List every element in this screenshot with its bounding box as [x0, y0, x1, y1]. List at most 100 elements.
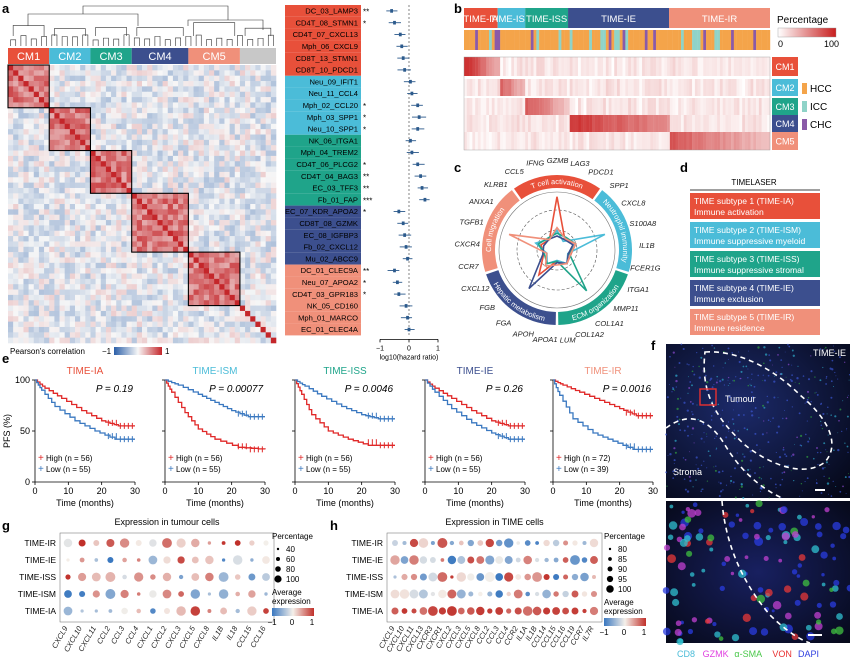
percentage-cell: [558, 98, 562, 115]
micrograph-speck: [695, 479, 697, 481]
heatmap-cell: [178, 278, 184, 285]
micrograph-speck: [718, 481, 720, 483]
heatmap-cell: [13, 166, 19, 173]
micrograph-speck: [669, 384, 671, 386]
percentage-cell: [505, 57, 509, 76]
heatmap-cell: [198, 187, 205, 194]
heatmap-cell: [38, 171, 45, 178]
heatmap-cell: [157, 91, 163, 98]
heatmap-cell: [75, 81, 81, 87]
heatmap-cell: [121, 145, 127, 151]
heatmap-cell: [59, 102, 65, 109]
micrograph-speck: [691, 370, 694, 373]
km-high-marker: +: [556, 453, 562, 464]
heatmap-cell: [116, 75, 122, 82]
heatmap-cell: [167, 209, 174, 215]
dotplot-dot: [393, 575, 397, 579]
heatmap-cell: [152, 225, 158, 232]
heatmap-cell: [270, 155, 277, 162]
dotplot-dot: [476, 606, 485, 616]
dotplot-dot: [563, 540, 569, 546]
heatmap-cell: [116, 198, 122, 205]
heatmap-cell: [203, 177, 210, 183]
heatmap-cell: [255, 86, 261, 93]
heatmap-cell: [219, 262, 225, 269]
heatmap-cell: [59, 305, 65, 312]
heatmap-cell: [193, 305, 199, 312]
micrograph-speck: [768, 497, 770, 499]
heatmap-cell: [59, 70, 65, 76]
heatmap-cell: [234, 198, 241, 205]
heatmap-cell: [142, 86, 148, 93]
km-xtick-label: 10: [63, 486, 73, 496]
heatmap-cell: [54, 262, 60, 269]
dotplot-dot: [264, 592, 268, 596]
dotplot-dot: [534, 591, 540, 597]
heatmap-cell: [178, 214, 184, 221]
heatmap-cell: [152, 246, 158, 253]
dotplot-dot: [467, 539, 474, 547]
heatmap-cell: [234, 236, 241, 242]
micrograph-speck: [820, 402, 823, 405]
heatmap-cell: [209, 262, 215, 269]
heatmap-cell: [260, 166, 266, 173]
cancer-type-cell: [728, 30, 732, 50]
percentage-cell: [580, 57, 584, 76]
heatmap-cell: [33, 284, 40, 290]
micrograph-cell: [744, 555, 749, 560]
heatmap-cell: [183, 139, 189, 146]
heatmap-cell: [13, 65, 19, 71]
percentage-cell: [533, 98, 537, 115]
micrograph-speck: [816, 393, 819, 396]
heatmap-cell: [136, 171, 143, 178]
heatmap-cell: [147, 150, 153, 157]
heatmap-cell: [167, 161, 174, 167]
heatmap-cell: [234, 134, 241, 141]
heatmap-cell: [69, 91, 76, 98]
heatmap-cell: [239, 65, 246, 71]
micrograph-speck: [718, 470, 721, 474]
cancer-type-cell: [747, 30, 751, 50]
heatmap-cell: [116, 187, 122, 194]
cancer-type-swatch: [802, 83, 807, 94]
heatmap-cell: [255, 161, 261, 167]
percentage-cell: [561, 98, 565, 115]
heatmap-cell: [75, 326, 81, 333]
heatmap-cell: [131, 139, 138, 146]
heatmap-cell: [28, 278, 35, 285]
micrograph-speck: [693, 373, 696, 376]
micrograph-speck: [802, 375, 805, 377]
percentage-cell: [475, 115, 479, 132]
heatmap-cell: [250, 118, 256, 125]
heatmap-cell: [250, 161, 256, 167]
heatmap-cell: [105, 305, 112, 312]
heatmap-cell: [111, 214, 117, 221]
heatmap-cell: [116, 113, 122, 119]
percentage-cell: [689, 98, 693, 115]
heatmap-cell: [33, 187, 40, 194]
heatmap-cell: [111, 252, 117, 258]
heatmap-cell: [239, 300, 246, 306]
heatmap-cell: [172, 177, 179, 183]
micrograph-cell: [842, 526, 850, 534]
heatmap-cell: [209, 193, 215, 199]
heatmap-cell: [157, 236, 163, 242]
micrograph-speck: [742, 453, 744, 455]
heatmap-cell: [44, 193, 50, 199]
micrograph-speck: [727, 424, 729, 426]
heatmap-cell: [214, 300, 220, 306]
heatmap-cell: [54, 326, 60, 333]
heatmap-cell: [49, 155, 55, 162]
heatmap-cell: [116, 230, 122, 237]
heatmap-cell: [49, 118, 55, 125]
heatmap-cell: [198, 177, 205, 183]
cancer-type-cell: [650, 30, 654, 50]
heatmap-cell: [162, 70, 169, 76]
heatmap-cell: [270, 91, 277, 98]
micrograph-cell: [765, 535, 771, 541]
heatmap-cell: [54, 150, 60, 157]
heatmap-cell: [116, 139, 122, 146]
heatmap-cell: [239, 230, 246, 237]
micrograph-speck: [715, 447, 718, 449]
